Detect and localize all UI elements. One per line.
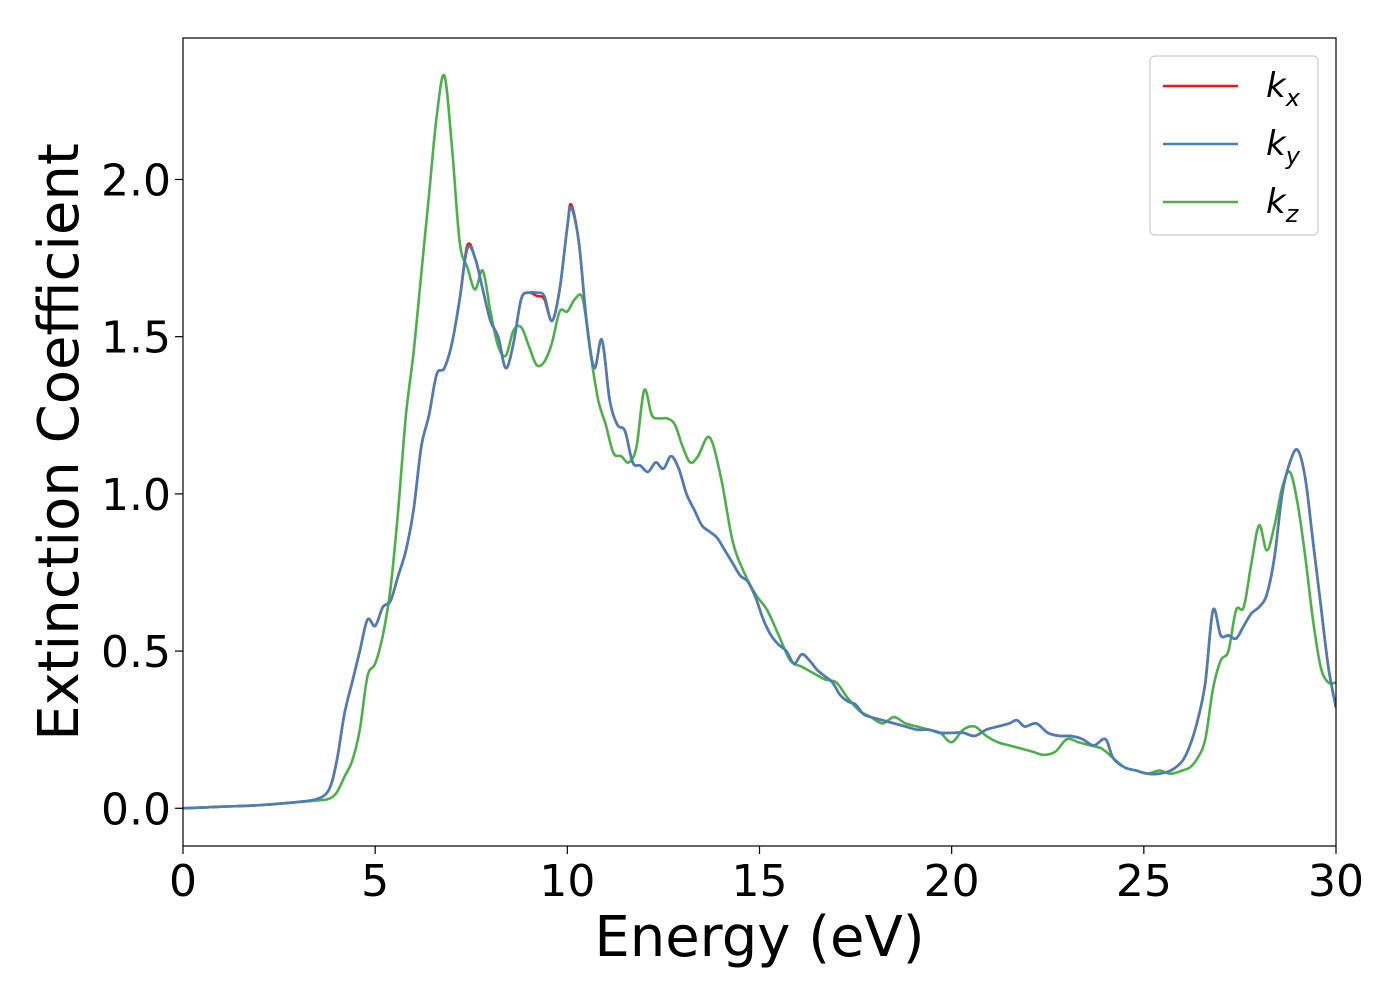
y-tick-label: 0.5: [101, 627, 171, 678]
legend-label-subscript: x: [1285, 84, 1301, 112]
legend-label-base: k: [1266, 182, 1287, 222]
legend-label-base: k: [1266, 124, 1287, 164]
y-axis-ticks: 0.0 0.5 1.0 1.5 2.0: [101, 155, 183, 835]
legend-label-subscript: y: [1285, 142, 1301, 170]
y-tick-label: 2.0: [101, 155, 171, 206]
x-tick-label: 15: [732, 856, 788, 907]
legend-label-subscript: z: [1285, 200, 1300, 228]
x-tick-label: 5: [361, 856, 389, 907]
x-tick-label: 20: [924, 856, 980, 907]
y-tick-label: 1.0: [101, 470, 171, 521]
legend-label-kx: kx: [1266, 66, 1301, 112]
legend-label-ky: ky: [1266, 124, 1301, 170]
plot-area: [183, 38, 1336, 846]
x-tick-label: 30: [1308, 856, 1364, 907]
x-tick-label: 0: [169, 856, 197, 907]
y-tick-label: 1.5: [101, 313, 171, 364]
legend-label-base: k: [1266, 66, 1287, 106]
x-axis-title: Energy (eV): [594, 905, 924, 970]
x-axis-ticks: 0 5 10 15 20 25 30: [169, 846, 1364, 907]
x-tick-label: 10: [539, 856, 595, 907]
legend-label-kz: kz: [1266, 182, 1300, 228]
x-tick-label: 25: [1116, 856, 1172, 907]
series-lines: [183, 73, 1336, 810]
series-line-ky: [183, 205, 1336, 810]
y-axis-title: Extinction Coefficient: [27, 143, 92, 741]
legend-box: [1149, 55, 1319, 236]
series-line-kz: [183, 73, 1336, 810]
y-tick-label: 0.0: [101, 784, 171, 835]
